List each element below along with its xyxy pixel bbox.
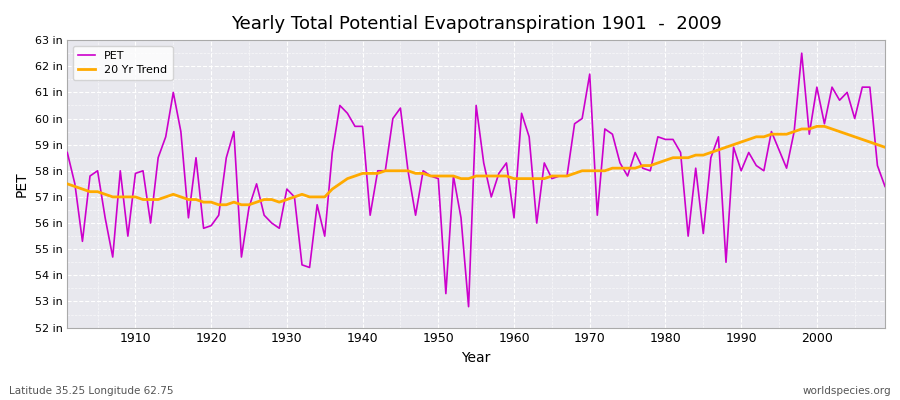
PET (62, 150, 73, 155)
PET (517, 111, 527, 116)
Line: 20 Yr Trend: 20 Yr Trend (68, 126, 885, 205)
PET (122, 234, 133, 238)
20 Yr Trend (812, 124, 823, 129)
20 Yr Trend (517, 176, 527, 181)
PET (796, 51, 807, 56)
20 Yr Trend (607, 166, 617, 170)
PET (335, 103, 346, 108)
Title: Yearly Total Potential Evapotranspiration 1901  -  2009: Yearly Total Potential Evapotranspiratio… (230, 15, 722, 33)
20 Yr Trend (879, 145, 890, 150)
Legend: PET, 20 Yr Trend: PET, 20 Yr Trend (73, 46, 173, 80)
PET (879, 184, 890, 189)
Text: Latitude 35.25 Longitude 62.75: Latitude 35.25 Longitude 62.75 (9, 386, 174, 396)
20 Yr Trend (122, 194, 133, 199)
PET (464, 304, 474, 309)
Text: worldspecies.org: worldspecies.org (803, 386, 891, 396)
PET (289, 194, 300, 199)
Y-axis label: PET: PET (15, 171, 29, 197)
X-axis label: Year: Year (462, 351, 490, 365)
20 Yr Trend (508, 176, 519, 181)
20 Yr Trend (62, 182, 73, 186)
20 Yr Trend (342, 176, 353, 181)
Line: PET: PET (68, 53, 885, 307)
20 Yr Trend (297, 192, 308, 197)
20 Yr Trend (213, 202, 224, 207)
PET (508, 216, 519, 220)
PET (607, 132, 617, 136)
